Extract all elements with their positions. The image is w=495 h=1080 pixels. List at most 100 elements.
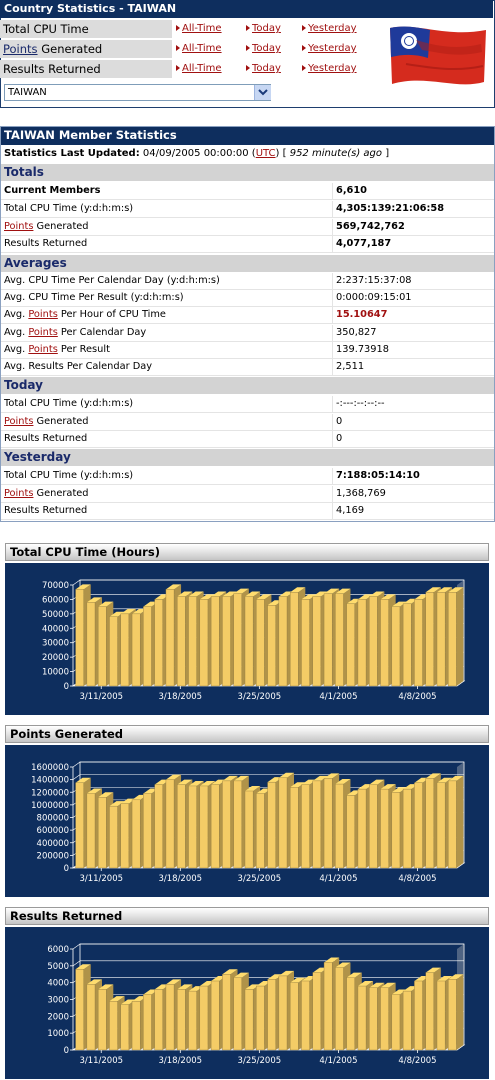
points-link[interactable]: Points (4, 488, 34, 499)
y-tick-label: 200000 (37, 851, 69, 861)
bar-front (165, 984, 175, 1051)
points-yesterday-link[interactable]: Yesterday (302, 40, 357, 58)
y-tick-label: 3000 (47, 996, 69, 1006)
points-link[interactable]: Points (28, 309, 58, 320)
arrow-right-icon (302, 25, 306, 31)
bar-front (369, 596, 378, 687)
bar-top (290, 587, 306, 593)
bar-top (267, 974, 283, 980)
results-row: Results Returned All-Time Today Yesterda… (0, 59, 383, 79)
x-tick-label: 3/25/2005 (238, 874, 282, 884)
bar-front (391, 606, 401, 687)
bar-top (290, 977, 306, 983)
bar-front (312, 972, 322, 1051)
bar-front (346, 603, 355, 687)
bar-top (278, 970, 295, 976)
results-today-link[interactable]: Today (246, 60, 281, 78)
x-tick-label: 3/25/2005 (238, 692, 282, 702)
row-today-points: Points Generated 0 (1, 414, 494, 431)
arrow-right-icon (302, 45, 306, 51)
bar-front (244, 989, 254, 1051)
x-tick-label: 3/11/2005 (79, 1056, 123, 1066)
bar-top (120, 999, 136, 1005)
row-yesterday-points: Points Generated 1,368,769 (1, 486, 494, 503)
row-avg-results-per-day: Avg. Results Per Calendar Day 2,511 (1, 359, 494, 376)
bar-top (75, 584, 91, 590)
bar-front (357, 599, 367, 687)
x-tick-label: 4/8/2005 (398, 692, 436, 702)
bar-front (75, 589, 84, 687)
section-totals: Totals (1, 164, 494, 181)
bar-front (109, 805, 118, 869)
bar-front (188, 785, 197, 869)
bar-top (425, 967, 441, 973)
bar-top (120, 608, 136, 614)
bar-top (165, 584, 182, 590)
section-yesterday: Yesterday (1, 449, 494, 466)
bar-front (131, 799, 141, 869)
bar-top (98, 601, 114, 607)
results-all-time-link[interactable]: All-Time (176, 60, 222, 78)
bar-top (312, 591, 328, 597)
dropdown-arrow-icon[interactable] (254, 85, 271, 100)
cpu-today-link[interactable]: Today (246, 20, 281, 38)
x-tick-label: 3/18/2005 (158, 1056, 202, 1066)
points-all-time-link[interactable]: All-Time (176, 40, 222, 58)
y-tick-label: 0 (64, 1046, 69, 1056)
points-link[interactable]: Points (4, 221, 34, 232)
country-select[interactable]: TAIWAN (4, 84, 271, 101)
y-tick-label: 20000 (42, 653, 69, 663)
bar-top (75, 964, 91, 970)
bar-top (177, 779, 193, 785)
bar-top (324, 773, 340, 779)
bar-front (436, 980, 446, 1051)
bar-front (448, 979, 457, 1051)
bar-front (414, 782, 423, 869)
bar-front (289, 787, 299, 869)
y-tick-label: 1200000 (31, 788, 69, 798)
bar-top (335, 962, 351, 968)
y-tick-label: 60000 (42, 595, 69, 605)
bar-front (177, 596, 186, 687)
bar-front (425, 778, 435, 869)
bar-front (222, 596, 231, 687)
points-link[interactable]: Points (28, 344, 58, 355)
bar-top (222, 775, 238, 781)
utc-link[interactable]: UTC (255, 148, 276, 159)
bar-front (335, 967, 344, 1051)
bar-top (391, 787, 407, 793)
x-tick-label: 4/1/2005 (319, 1056, 357, 1066)
bar-top (335, 588, 351, 594)
bar-front (346, 977, 355, 1051)
bar-top (244, 785, 261, 791)
y-tick-label: 5000 (47, 962, 69, 972)
y-tick-label: 70000 (42, 581, 69, 591)
cpu-all-time-link[interactable]: All-Time (176, 20, 222, 38)
bar-front (267, 605, 276, 687)
country-stats-title: Country Statistics - TAIWAN (0, 0, 493, 18)
bar-front (177, 989, 186, 1051)
bar-front (233, 593, 243, 687)
bar-top (86, 788, 103, 794)
chart-title-results: Results Returned (5, 907, 489, 925)
bar-top (448, 974, 464, 980)
bar-side (456, 775, 464, 868)
results-yesterday-link[interactable]: Yesterday (302, 60, 357, 78)
bar-top (369, 591, 385, 597)
bar-front (380, 788, 389, 869)
points-today-link[interactable]: Today (246, 40, 281, 58)
cpu-yesterday-link[interactable]: Yesterday (302, 20, 357, 38)
chart-title-points: Points Generated (5, 725, 489, 743)
bar-top (369, 982, 385, 988)
points-link[interactable]: Points (28, 327, 58, 338)
bar-top (244, 591, 261, 597)
points-link[interactable]: Points (4, 416, 34, 427)
bar-front (391, 994, 401, 1051)
bar-front (97, 989, 107, 1051)
points-link[interactable]: Points (3, 42, 38, 56)
chart-points-svg: 0 200000 400000 600000 800000 1000000 1200000 1… (31, 761, 466, 884)
bar-front (210, 596, 220, 687)
row-today-cpu: Total CPU Time (y:d:h:m:s) -:---:--:--:-- (1, 396, 494, 413)
row-avg-points-per-result: Avg. Points Per Result 139.73918 (1, 342, 494, 359)
row-yesterday-results: Results Returned 4,169 (1, 503, 494, 520)
